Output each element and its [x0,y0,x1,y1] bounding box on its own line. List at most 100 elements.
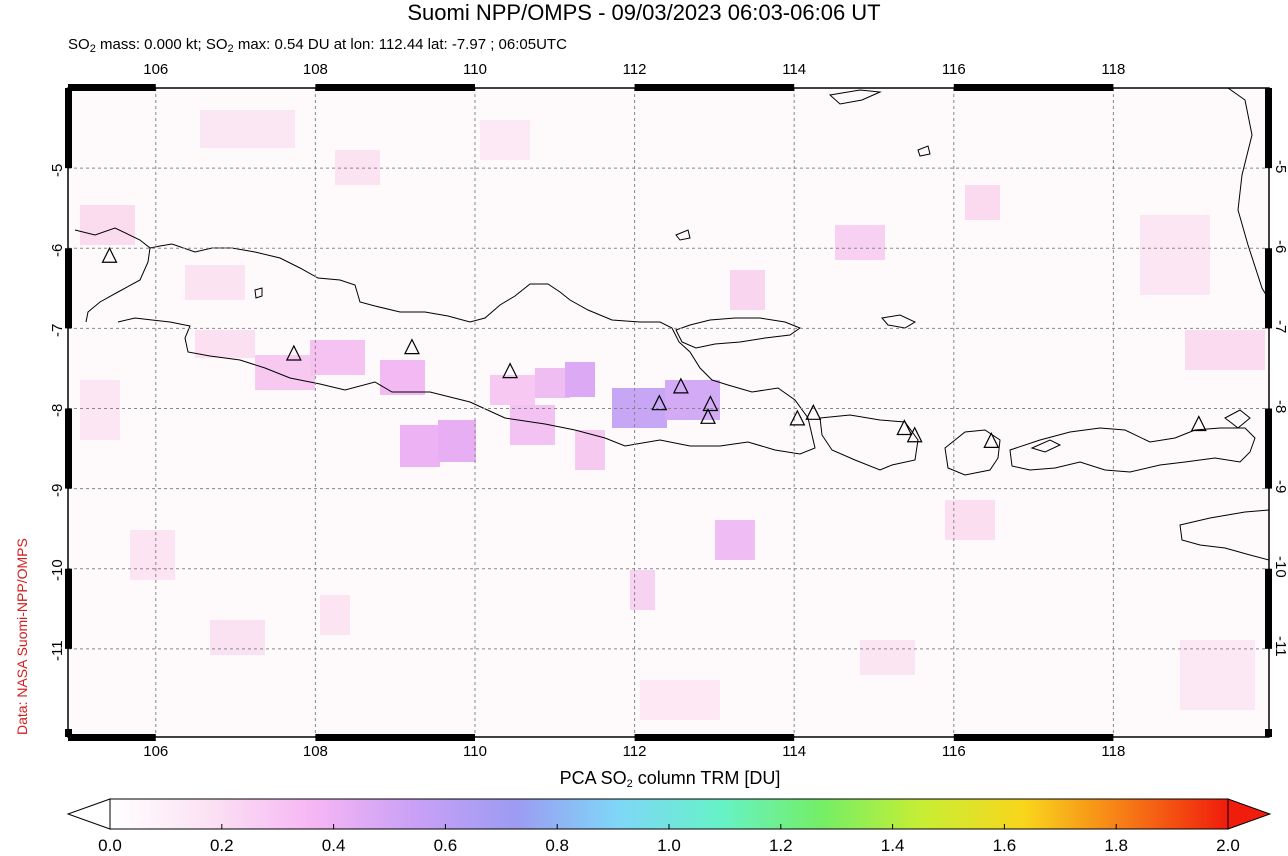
frame-bar-bottom [634,734,795,741]
x-tick-label-bottom: 108 [302,743,328,760]
triangle-icon [702,395,719,412]
colorbar-label: PCA SO2 column TRM [DU] [0,768,1288,790]
y-tick-label-right: -7 [1272,319,1288,334]
so2-mass-subscript: 2 [89,43,96,55]
so2-pixel [210,620,265,655]
y-tick-label-left: -8 [49,403,66,417]
x-tick-label-bottom: 110 [463,743,487,760]
triangle-icon [983,432,1000,448]
so2-pixel [255,355,315,390]
colorbar-tick-label: 1.6 [992,836,1017,855]
colorbar-tick-label: 2.0 [1216,836,1240,855]
map-title: Suomi NPP/OMPS - 09/03/2023 06:03-06:06 … [407,0,881,25]
so2-pixel [965,185,1000,220]
frame-bar-bottom [68,734,156,741]
kangean-coastline [881,314,917,329]
bali-coastline [819,414,919,471]
triangle-icon [101,246,118,263]
frame-bar-top [68,84,156,91]
triangle-icon [906,426,923,443]
colorbar-tick-label: 1.2 [768,836,793,855]
so2-pixel [80,380,120,440]
so2-pixel-layer [68,88,1269,737]
so2-pixel [945,500,995,540]
colorbar [66,798,1272,830]
so2-pixel [335,150,380,185]
x-tick-label-bottom: 118 [1101,743,1126,760]
colorbar-max-arrow [1227,798,1272,830]
y-tick-label-right: -8 [1272,400,1288,414]
frame-bar-right [1265,568,1272,649]
colorbar-tick-label: 1.4 [880,836,905,855]
small-island-coastline [254,287,263,299]
so2-max-subscript: 2 [227,43,234,55]
triangle-icon [502,362,519,379]
so2-mass-prefix: SO [68,36,90,53]
x-tick-label-top: 112 [622,61,647,78]
triangle-icon [1190,415,1207,432]
so2-pixel [320,595,350,635]
frame-bar-left [65,408,72,489]
so2-pixel [1180,640,1255,710]
so2-pixel [575,430,605,470]
x-tick-label-bottom: 116 [941,743,966,760]
y-tick-label-right: -9 [1272,480,1288,494]
java-coastline [117,243,816,455]
colorbar-tick-label: 0.4 [321,836,346,855]
x-tick-label-top: 106 [143,61,169,78]
so2-pixel [665,380,720,420]
x-tick-label-bottom: 112 [622,743,647,760]
colorbar-tick-label: 0.8 [545,836,569,855]
so2-pixel [1185,330,1265,370]
x-tick-label-top: 114 [782,61,807,78]
x-tick-label-top: 108 [302,61,328,78]
coastline-layer [74,88,1269,561]
so2-pixel [438,420,476,462]
sumba-coastline [1179,509,1269,561]
frame-bar-right [1265,88,1272,169]
so2-pixel [490,375,535,405]
triangle-icon [672,377,689,394]
frame-ticks [65,84,1272,741]
so2-mass-text: mass: 0.000 kt; [95,36,206,53]
volcano-layer [101,246,1207,448]
triangle-icon [651,394,668,411]
frame-bar-right [1265,728,1272,737]
so2-pixel [1140,215,1210,295]
triangle-icon [896,419,913,436]
frame-bar-left [65,248,72,329]
x-tick-label-bottom: 106 [143,743,169,760]
sulawesi-coastline [1227,88,1269,301]
colorbar-tick-label: 1.0 [657,836,681,855]
x-tick-label-bottom: 114 [782,743,807,760]
sumbawa-coastline [1009,427,1256,473]
so2-pixel [130,530,175,580]
so2-max-prefix: SO [205,36,228,53]
y-tick-label-left: -10 [49,559,66,582]
colorbar-tick-label: 0.2 [209,836,234,855]
y-tick-label-right: -11 [1272,636,1288,657]
triangle-icon [700,407,716,424]
kalimantan-coastline [828,89,882,105]
small-island-coastline [1030,439,1062,453]
sumatra-coastline [74,227,151,323]
frame-bar-right [1265,248,1272,329]
y-tick-label-right: -10 [1272,556,1288,578]
so2-pixel [630,570,655,610]
so2-summary: SO2 mass: 0.000 kt; SO2 max: 0.54 DU at … [68,35,567,59]
so2-pixel [400,425,440,467]
frame-bar-bottom [953,734,1114,741]
so2-pixel [715,520,755,560]
data-credit: Data: NASA Suomi-NPP/OMPS [14,538,30,735]
colorbar-tick-label: 0.0 [98,836,122,855]
colorbar-label-suffix: column TRM [DU] [632,768,781,788]
colorbar-label-subscript: 2 [626,778,633,790]
y-tick-label-right: -5 [1272,159,1288,174]
colorbar-ticks [109,824,1229,829]
frame-bar-left [65,88,72,169]
y-tick-label-left: -7 [49,323,66,337]
frame-bar-top [953,84,1114,91]
colorbar-tick-label: 1.8 [1104,836,1128,855]
so2-pixel [860,640,915,675]
